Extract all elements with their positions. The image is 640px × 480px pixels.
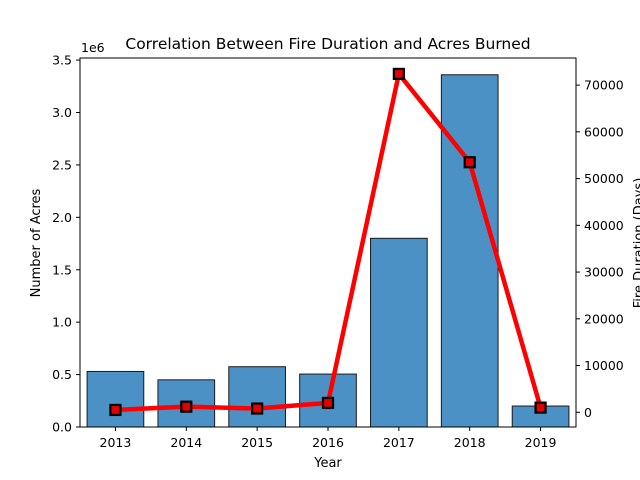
y-tick-label: 1.0 bbox=[52, 315, 72, 330]
y-tick-label: 3.5 bbox=[52, 53, 72, 68]
bar-2017 bbox=[370, 237, 428, 428]
bar-2018 bbox=[440, 74, 499, 428]
chart-title: Correlation Between Fire Duration and Ac… bbox=[125, 35, 530, 53]
duration-marker-2018 bbox=[463, 156, 476, 169]
x-tick-label: 2019 bbox=[525, 435, 557, 450]
duration-marker-2016 bbox=[321, 396, 335, 410]
y-axis-label: Number of Acres bbox=[29, 188, 44, 297]
duration-marker-2014 bbox=[180, 400, 193, 413]
y2-tick-label: 70000 bbox=[584, 78, 624, 93]
y-tick-label: 3.0 bbox=[52, 105, 72, 120]
y2-tick-label: 40000 bbox=[584, 218, 624, 233]
y2-axis-label: Fire Duration (Days) bbox=[632, 178, 640, 309]
line-layer bbox=[109, 67, 547, 417]
x-tick-label: 2014 bbox=[170, 435, 202, 450]
y-offset-text: 1e6 bbox=[81, 40, 105, 55]
y2-tick-label: 60000 bbox=[584, 124, 624, 139]
bar-2013 bbox=[86, 370, 145, 428]
y2-tick-label: 0 bbox=[584, 405, 592, 420]
duration-marker-2017 bbox=[392, 67, 405, 80]
y-tick-label: 2.0 bbox=[52, 210, 72, 225]
y2-tick-label: 30000 bbox=[584, 265, 624, 280]
duration-marker-2013 bbox=[109, 403, 122, 417]
x-tick-label: 2015 bbox=[241, 435, 273, 450]
plot-frame bbox=[79, 57, 577, 428]
y-tick-label: 1.5 bbox=[52, 262, 72, 277]
duration-marker-2019 bbox=[534, 401, 547, 414]
x-tick-label: 2018 bbox=[454, 435, 486, 450]
y2-tick-label: 20000 bbox=[584, 311, 624, 326]
bars-layer bbox=[86, 74, 570, 428]
x-tick-label: 2016 bbox=[312, 435, 344, 450]
x-tick-label: 2017 bbox=[383, 435, 415, 450]
y2-tick-label: 10000 bbox=[584, 358, 624, 373]
y2-tick-label: 50000 bbox=[584, 171, 624, 186]
bar-2015 bbox=[228, 366, 286, 428]
x-axis-label: Year bbox=[313, 456, 342, 471]
duration-marker-2015 bbox=[251, 402, 264, 415]
y-tick-label: 2.5 bbox=[52, 157, 72, 172]
axes-layer: 0.0 0.5 1.0 1.5 2.0 2.5 3.0 3.5 0 10000 20000 30000… bbox=[52, 53, 624, 450]
y-tick-label: 0.0 bbox=[52, 420, 72, 435]
y-tick-label: 0.5 bbox=[52, 367, 72, 382]
x-tick-label: 2013 bbox=[100, 435, 132, 450]
